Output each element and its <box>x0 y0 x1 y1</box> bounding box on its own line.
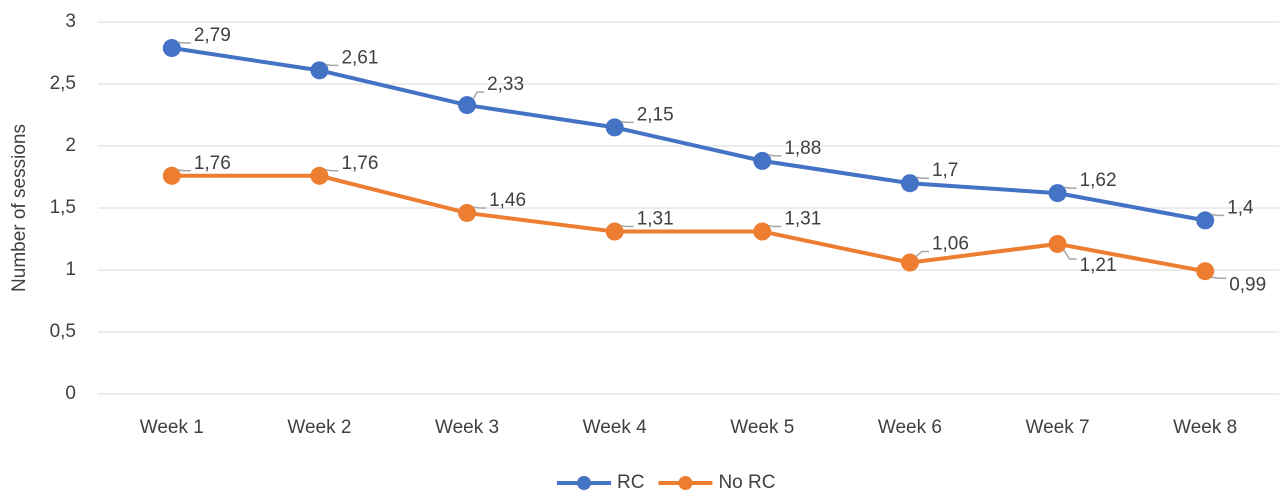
data-label: 2,79 <box>194 25 231 46</box>
leader-line <box>915 250 929 258</box>
leader-line <box>325 169 339 172</box>
x-tick-label: Week 7 <box>1026 417 1090 438</box>
data-label: 0,99 <box>1229 274 1266 295</box>
data-label: 1,76 <box>194 153 231 174</box>
marker <box>900 253 919 272</box>
y-tick-label: 1 <box>65 259 76 280</box>
data-label: 1,21 <box>1080 255 1117 276</box>
leader-line <box>768 154 782 157</box>
x-tick-label: Week 3 <box>435 417 499 438</box>
marker <box>1048 234 1067 253</box>
leader-line <box>1211 276 1227 279</box>
legend-marker <box>577 476 591 490</box>
y-tick-label: 2 <box>65 135 76 156</box>
x-tick-label: Week 8 <box>1173 417 1237 438</box>
leader-line <box>177 41 191 44</box>
x-tick-label: Week 1 <box>140 417 204 438</box>
y-tick-label: 3 <box>65 11 76 32</box>
data-label: 1,7 <box>932 160 958 181</box>
x-tick-label: Week 5 <box>730 417 794 438</box>
leader-line <box>472 91 485 100</box>
legend-marker <box>678 476 693 490</box>
series-line <box>171 173 1206 274</box>
marker <box>310 61 329 80</box>
marker <box>605 118 624 137</box>
data-label: 2,61 <box>341 47 378 68</box>
marker <box>605 222 624 241</box>
marker <box>162 166 181 185</box>
data-label: 1,88 <box>784 138 821 159</box>
marker <box>458 203 477 222</box>
marker <box>458 96 477 115</box>
y-tick-label: 2,5 <box>50 73 76 94</box>
marker <box>1196 262 1215 281</box>
marker <box>900 174 919 193</box>
data-label: 1,46 <box>489 190 526 211</box>
y-axis-title: Number of sessions <box>9 124 30 292</box>
y-tick-label: 0 <box>65 383 76 404</box>
marker <box>310 166 329 185</box>
leader-line <box>472 206 487 209</box>
data-label: 1,31 <box>637 209 674 230</box>
series-line <box>171 46 1206 223</box>
marker <box>753 151 772 170</box>
data-label: 1,76 <box>341 153 378 174</box>
data-label: 1,06 <box>932 234 969 255</box>
data-label: 1,62 <box>1080 170 1117 191</box>
marker <box>1048 184 1067 203</box>
leader-line <box>768 224 782 228</box>
leader-line <box>177 169 191 172</box>
leader-line <box>1211 213 1225 217</box>
data-label: 2,15 <box>637 104 674 125</box>
data-label: 2,33 <box>487 74 524 95</box>
leader-line <box>1063 186 1077 189</box>
y-tick-label: 1,5 <box>50 197 76 218</box>
legend-label: No RC <box>718 472 775 493</box>
data-label: 1,31 <box>784 209 821 230</box>
leader-line <box>915 176 929 179</box>
x-tick-label: Week 2 <box>287 417 351 438</box>
marker <box>1196 211 1215 230</box>
leader-line <box>325 63 339 67</box>
leader-line <box>620 120 634 124</box>
leader-line <box>1062 249 1077 260</box>
marker <box>162 39 181 58</box>
legend-label: RC <box>617 472 644 493</box>
data-label: 1,4 <box>1227 197 1254 218</box>
x-tick-label: Week 4 <box>583 417 648 438</box>
y-tick-label: 0,5 <box>50 321 76 342</box>
marker <box>753 222 772 241</box>
x-tick-label: Week 6 <box>878 417 942 438</box>
leader-line <box>620 224 634 228</box>
